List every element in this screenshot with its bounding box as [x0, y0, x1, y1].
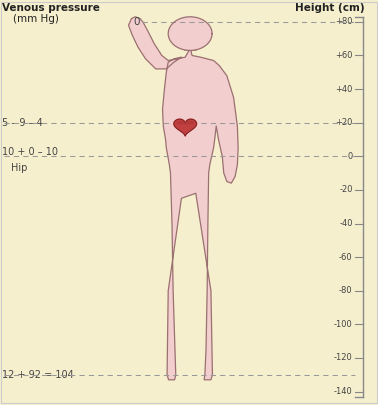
Text: -120: -120	[334, 354, 353, 362]
Polygon shape	[177, 122, 186, 124]
Text: -100: -100	[334, 320, 353, 329]
Text: -140: -140	[334, 387, 353, 396]
Polygon shape	[129, 17, 238, 380]
Text: 12 + 92 = 104: 12 + 92 = 104	[2, 370, 74, 380]
Text: +40: +40	[335, 85, 353, 94]
Text: Venous pressure: Venous pressure	[2, 3, 100, 13]
Text: -40: -40	[339, 219, 353, 228]
Text: -20: -20	[339, 185, 353, 194]
Text: +80: +80	[335, 17, 353, 26]
Text: +60: +60	[335, 51, 353, 60]
Text: -80: -80	[339, 286, 353, 295]
Polygon shape	[174, 119, 197, 136]
Text: Hip: Hip	[11, 163, 27, 173]
Text: 5 – 9 – 4: 5 – 9 – 4	[2, 118, 43, 128]
Text: +20: +20	[335, 118, 353, 127]
Text: Height (cm): Height (cm)	[295, 3, 365, 13]
Polygon shape	[184, 47, 196, 50]
Text: 0: 0	[347, 152, 353, 161]
Polygon shape	[168, 17, 212, 50]
Polygon shape	[184, 122, 194, 124]
Text: -60: -60	[339, 253, 353, 262]
Text: (mm Hg): (mm Hg)	[13, 14, 59, 24]
Text: 0: 0	[133, 17, 140, 27]
Text: 10 + 0 – 10: 10 + 0 – 10	[2, 147, 58, 157]
